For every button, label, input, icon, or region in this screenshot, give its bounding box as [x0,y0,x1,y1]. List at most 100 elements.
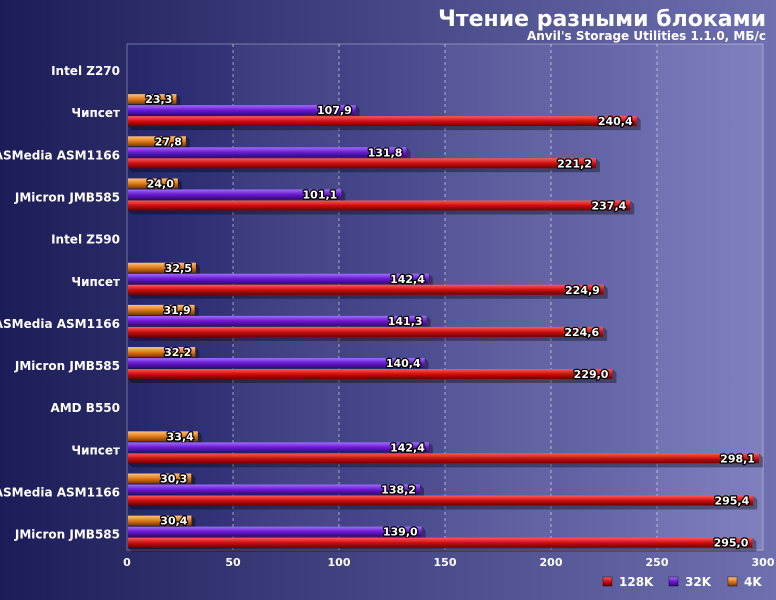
category-label: JMicron JMB585 [14,528,120,542]
bar-4k [128,94,177,105]
legend-label-128k: 128K [619,575,654,589]
bar-32k [128,526,422,537]
data-label: 138,2 [381,484,416,497]
data-label-outline: 30,4 [160,515,187,528]
category-label: AMD B550 [50,401,120,415]
grid-band [657,44,763,550]
data-label-outline: 141,3 [388,315,423,328]
data-label: 140,4 [386,357,421,370]
category-label: JMicron JMB585 [14,359,120,373]
data-label: 32,5 [165,262,192,275]
data-label-outline: 32,2 [164,346,191,359]
chart-subtitle: Anvil's Storage Utilities 1.1.0, МБ/с [527,29,766,43]
category-label: Intel Z590 [51,233,120,247]
category-label: Чипсет [71,106,120,120]
data-label-outline: 30,3 [160,473,187,486]
data-label: 31,9 [163,304,190,317]
grid-band [445,44,551,550]
bar-shadow [128,484,424,499]
data-label: 141,3 [388,315,423,328]
bar-4k [128,431,198,442]
x-tick-label: 300 [752,556,775,569]
bar-shadow [128,178,182,193]
data-label-outline: 142,4 [390,273,425,286]
data-label-outline: 139,0 [383,526,418,539]
data-label: 224,6 [564,326,599,339]
data-label: 298,1 [720,452,755,465]
data-label-outline: 237,4 [591,199,626,212]
bar-shadow [128,189,346,204]
data-label: 224,9 [565,284,600,297]
data-label: 240,4 [598,115,633,128]
bar-shadow [128,94,181,109]
bar-shadow [128,116,641,131]
data-label-outline: 229,0 [574,368,609,381]
data-label-outline: 138,2 [381,484,416,497]
data-label-outline: 224,6 [564,326,599,339]
bar-32k [128,189,342,200]
x-tick-label: 50 [225,556,241,569]
bar-128k [128,200,631,211]
category-label: Чипсет [71,443,120,457]
bar-shadow [128,158,600,173]
x-tick-label: 100 [328,556,351,569]
data-label-outline: 295,4 [714,495,749,508]
category-label: ASMedia ASM1166 [0,148,120,162]
grid-lines [232,44,763,550]
bar-32k [128,147,407,158]
data-label: 229,0 [574,368,609,381]
data-label-outline: 24,0 [147,177,174,190]
data-label: 33,4 [167,430,194,443]
bar-128k [128,537,753,548]
bar-128k [128,369,613,380]
bar-shadow [128,431,202,446]
legend: 128K 32K 4K [602,575,762,589]
bar-shadow [128,200,635,215]
bar-shadow [128,495,758,510]
data-label: 30,3 [160,473,187,486]
bar-128k [128,116,637,127]
data-label-outline: 107,9 [317,104,352,117]
category-labels: Intel Z270 Чипсет ASMedia ASM1166 JMicron J… [0,64,120,542]
category-label: JMicron JMB585 [14,190,120,204]
bars: 23,323,327,827,824,024,032,532,531,931,9… [128,92,763,552]
bar-shadow [128,284,608,299]
data-label: 131,8 [368,146,403,159]
x-tick-label: 150 [434,556,457,569]
x-tick-label: 0 [123,556,131,569]
bar-128k [128,326,604,337]
bar-128k [128,495,754,506]
bar-shadow [128,369,617,384]
bar-shadow [128,526,426,541]
bar-32k [128,442,429,453]
bar-128k [128,158,596,169]
data-label-outline: 240,4 [598,115,633,128]
data-label: 295,4 [714,495,749,508]
legend-swatch-4k [727,576,738,587]
bar-shadow [128,262,200,277]
data-label-outline: 131,8 [368,146,403,159]
data-label-outline: 140,4 [386,357,421,370]
bar-shadow [128,105,360,120]
chart-title: Чтение разными блоками [438,7,766,32]
data-label-outline: 221,2 [557,157,592,170]
category-label: ASMedia ASM1166 [0,317,120,331]
legend-label-4k: 4K [744,575,762,589]
legend-label-32k: 32K [685,575,712,589]
bar-shadow [128,358,429,373]
bar-4k [128,473,192,484]
data-label: 30,4 [160,515,187,528]
data-label: 24,0 [147,177,174,190]
legend-swatch-32k [668,576,679,587]
data-label: 221,2 [557,157,592,170]
data-label-outline: 224,9 [565,284,600,297]
bar-shadow [128,347,200,362]
data-label: 32,2 [164,346,191,359]
x-tick-label: 200 [540,556,563,569]
data-label-outline: 23,3 [145,93,172,106]
grid-band [233,44,339,550]
category-label: ASMedia ASM1166 [0,486,120,500]
data-label: 23,3 [145,93,172,106]
bar-shadow [128,473,196,488]
data-label: 107,9 [317,104,352,117]
